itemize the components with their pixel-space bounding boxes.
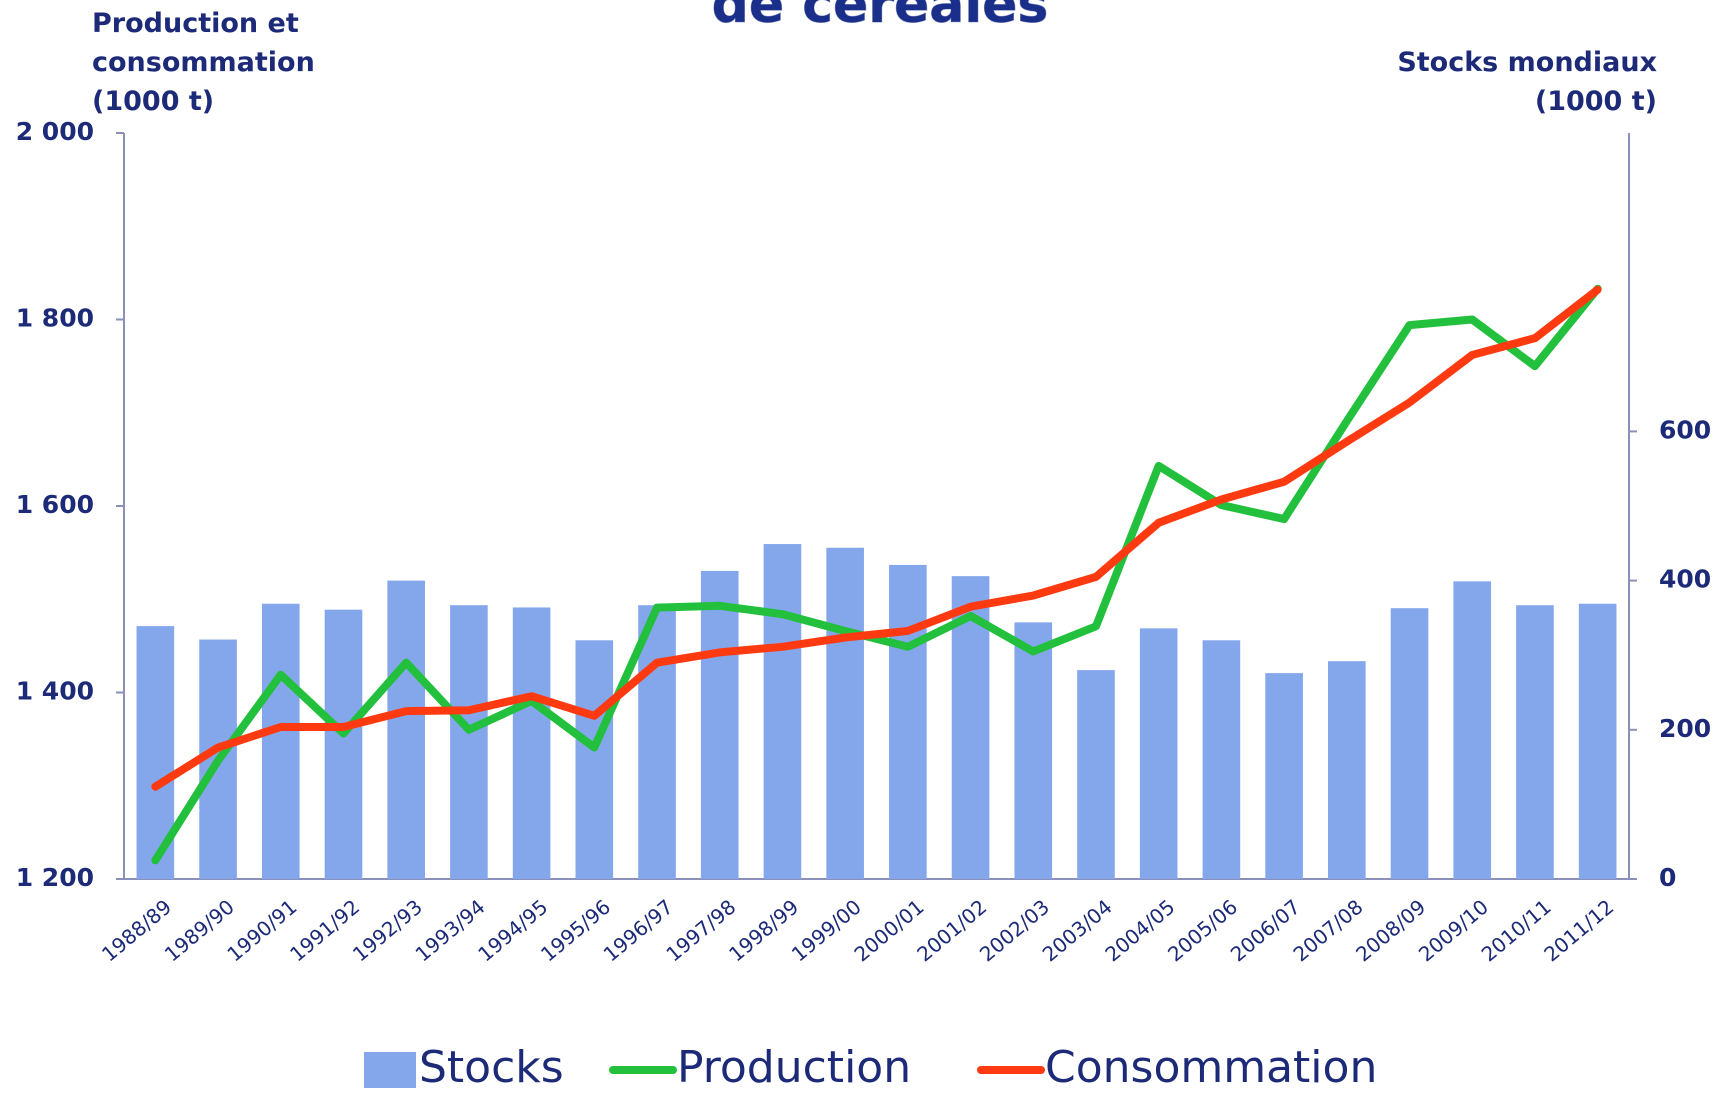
y-tick-label: 1 400 bbox=[16, 677, 94, 706]
bar bbox=[513, 607, 551, 879]
x-tick-label: 1989/90 bbox=[160, 895, 239, 967]
bar bbox=[1077, 670, 1115, 879]
y-tick-label: 1 600 bbox=[16, 490, 94, 519]
y2-tick-label: 400 bbox=[1659, 565, 1711, 594]
x-tick-label: 1992/93 bbox=[348, 895, 427, 967]
x-tick-label: 1997/98 bbox=[661, 895, 740, 967]
x-tick-label: 2010/11 bbox=[1477, 895, 1556, 967]
x-tick-label: 2005/06 bbox=[1163, 895, 1242, 967]
x-tick-label: 1988/89 bbox=[97, 895, 176, 967]
x-tick-label: 1996/97 bbox=[599, 895, 678, 967]
bar bbox=[262, 604, 300, 879]
x-tick-label: 1998/99 bbox=[724, 895, 803, 967]
bar bbox=[1579, 604, 1617, 879]
bar bbox=[1265, 673, 1303, 879]
x-tick-label: 1990/91 bbox=[222, 895, 301, 967]
legend-label: Stocks bbox=[419, 1042, 564, 1093]
bar bbox=[1014, 622, 1052, 879]
bar bbox=[1140, 628, 1178, 879]
x-tick-label: 2007/08 bbox=[1288, 895, 1367, 967]
bar bbox=[1391, 608, 1429, 879]
x-tick-label: 2002/03 bbox=[975, 895, 1054, 967]
y2-tick-label: 200 bbox=[1659, 714, 1711, 743]
y2-tick-label: 600 bbox=[1659, 415, 1711, 444]
bar bbox=[1516, 605, 1554, 879]
y2-tick-label: 0 bbox=[1659, 863, 1676, 892]
chart-title: de céréales bbox=[712, 0, 1049, 35]
x-tick-label: 2003/04 bbox=[1038, 895, 1117, 967]
x-tick-label: 1994/95 bbox=[473, 895, 552, 967]
bar bbox=[826, 548, 864, 879]
legend-swatch bbox=[364, 1052, 416, 1088]
x-tick-label: 2008/09 bbox=[1351, 895, 1430, 967]
x-tick-label: 1991/92 bbox=[285, 895, 364, 967]
bar bbox=[450, 605, 488, 879]
x-tick-label: 2009/10 bbox=[1414, 895, 1493, 967]
legend-label: Production bbox=[677, 1042, 911, 1093]
x-tick-label: 1995/96 bbox=[536, 895, 615, 967]
x-tick-label: 2011/12 bbox=[1539, 895, 1618, 967]
x-tick-label: 1993/94 bbox=[411, 895, 490, 967]
x-tick-label: 2004/05 bbox=[1100, 895, 1179, 967]
x-tick-label: 1999/00 bbox=[787, 895, 866, 967]
bar bbox=[764, 544, 802, 879]
legend-label: Consommation bbox=[1045, 1042, 1377, 1093]
chart: de céréales 1 200 1 400 1 600 1 800 2 000 0 20… bbox=[0, 0, 1729, 1095]
bar bbox=[576, 640, 614, 879]
x-tick-label: 2001/02 bbox=[912, 895, 991, 967]
bar bbox=[1203, 640, 1241, 879]
bar bbox=[701, 571, 739, 879]
bar bbox=[889, 565, 927, 879]
bar bbox=[1328, 661, 1366, 879]
bar bbox=[1453, 581, 1491, 879]
bar bbox=[387, 581, 425, 879]
line bbox=[155, 289, 1597, 861]
x-tick-label: 2000/01 bbox=[850, 895, 929, 967]
bar bbox=[325, 610, 363, 879]
y-tick-label: 2 000 bbox=[16, 117, 94, 146]
x-tick-label: 2006/07 bbox=[1226, 895, 1305, 967]
y-tick-label: 1 800 bbox=[16, 304, 94, 333]
page: Production et consommation (1000 t) Stoc… bbox=[0, 0, 1729, 1095]
y-tick-label: 1 200 bbox=[16, 863, 94, 892]
